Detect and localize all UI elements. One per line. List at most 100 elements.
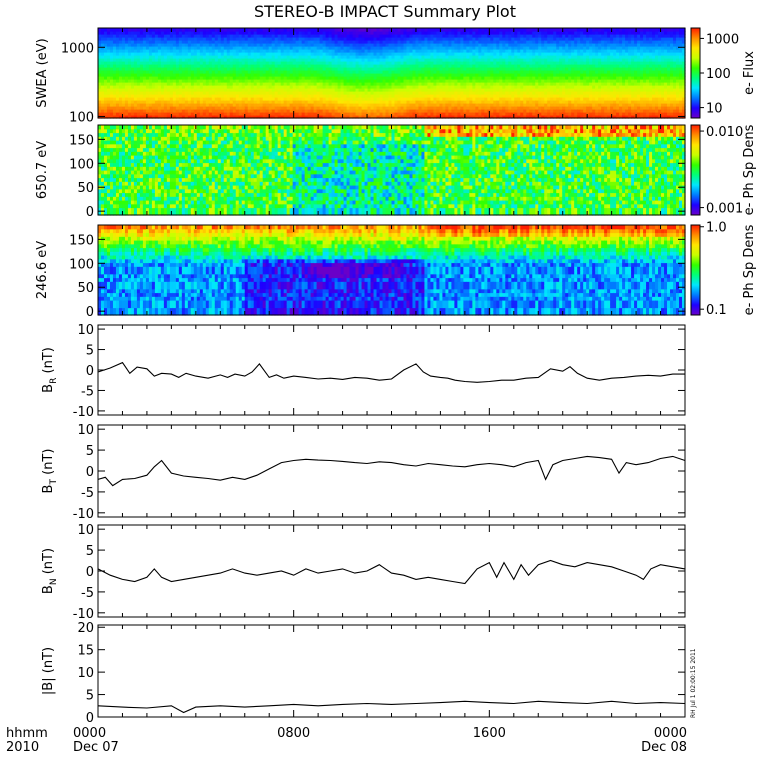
spectrogram-cell [121,58,126,62]
spectrogram-cell [235,43,240,47]
spectrogram-cell [259,85,264,89]
spectrogram-cell [280,46,285,50]
spectrogram-cell [118,91,123,95]
spectrogram-cell [112,37,117,41]
spectrogram-cell [295,85,300,89]
spectrogram-cell [109,64,114,68]
spectrogram-cell [157,103,162,107]
spectrogram-cell [310,37,315,41]
spectrogram-cell [199,34,204,38]
spectrogram-cell [307,85,312,89]
spectrogram-cell [220,103,225,107]
spectrogram-cell [259,82,264,86]
spectrogram-cell [172,64,177,68]
spectrogram-cell [118,55,123,59]
spectrogram-cell [142,34,147,38]
spectrogram-cell [184,73,189,77]
spectrogram-cell [229,52,234,56]
spectrogram-cell [139,112,144,116]
spectrogram-cell [235,103,240,107]
spectrogram-cell [184,103,189,107]
spectrogram-cell [316,34,321,38]
spectrogram-cell [202,82,207,86]
spectrogram-cell [187,85,192,89]
spectrogram-cell [196,70,201,74]
spectrogram-cell [181,46,186,50]
spectrogram-cell [100,91,105,95]
spectrogram-cell [118,49,123,53]
spectrogram-cell [259,115,264,119]
spectrogram-cell [199,52,204,56]
spectrogram-cell [259,73,264,77]
spectrogram-cell [271,37,276,41]
spectrogram-cell [250,109,255,113]
spectrogram-cell [205,88,210,92]
spectrogram-cell [112,46,117,50]
spectrogram-cell [235,46,240,50]
spectrogram-cell [277,91,282,95]
spectrogram-cell [166,85,171,89]
spectrogram-cell [148,31,153,35]
spectrogram-cell [154,85,159,89]
spectrogram-cell [316,112,321,116]
spectrogram-cell [127,85,132,89]
spectrogram-cell [121,79,126,83]
spectrogram-cell [211,52,216,56]
spectrogram-cell [277,73,282,77]
spectrogram-cell [136,79,141,83]
spectrogram-cell [286,49,291,53]
spectrogram-cell [256,31,261,35]
spectrogram-cell [238,43,243,47]
spectrogram-cell [181,55,186,59]
spectrogram-cell [112,28,117,32]
spectrogram-cell [304,28,309,32]
spectrogram-cell [271,79,276,83]
spectrogram-cell [160,43,165,47]
spectrogram-cell [259,43,264,47]
spectrogram-cell [256,106,261,110]
spectrogram-cell [319,82,324,86]
spectrogram-cell [259,70,264,74]
spectrogram-cell [136,94,141,98]
spectrogram-cell [310,31,315,35]
spectrogram-cell [250,85,255,89]
spectrogram-cell [112,100,117,104]
spectrogram-cell [310,61,315,65]
spectrogram-cell [235,55,240,59]
spectrogram-cell [190,85,195,89]
spectrogram-cell [211,28,216,32]
spectrogram-cell [118,67,123,71]
spectrogram-cell [277,40,282,44]
spectrogram-cell [265,85,270,89]
spectrogram-cell [115,40,120,44]
spectrogram-cell [298,28,303,32]
spectrogram-cell [196,64,201,68]
spectrogram-cell [199,55,204,59]
spectrogram-cell [199,43,204,47]
spectrogram-cell [184,97,189,101]
spectrogram-cell [199,100,204,104]
spectrogram-cell [307,64,312,68]
spectrogram-cell [118,28,123,32]
spectrogram-cell [211,46,216,50]
spectrogram-cell [133,115,138,119]
spectrogram-cell [259,52,264,56]
spectrogram-cell [280,109,285,113]
spectrogram-cell [199,109,204,113]
spectrogram-cell [271,67,276,71]
spectrogram-cell [265,82,270,86]
spectrogram-cell [229,58,234,62]
spectrogram-cell [118,52,123,56]
spectrogram-cell [223,46,228,50]
spectrogram-cell [118,70,123,74]
spectrogram-cell [292,43,297,47]
spectrogram-cell [235,85,240,89]
spectrogram-cell [283,85,288,89]
spectrogram-cell [187,103,192,107]
spectrogram-cell [322,94,327,98]
spectrogram-cell [235,91,240,95]
spectrogram-cell [235,100,240,104]
spectrogram-cell [106,85,111,89]
spectrogram-cell [310,34,315,38]
spectrogram-cell [250,67,255,71]
